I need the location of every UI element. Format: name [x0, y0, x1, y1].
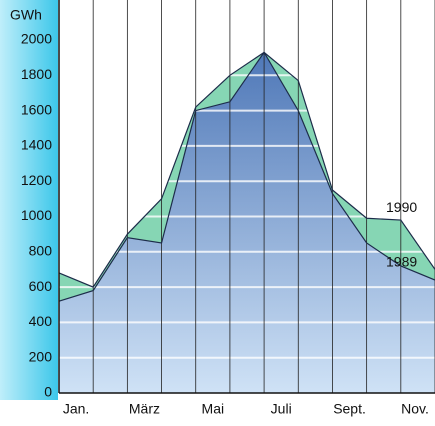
series-label: 1990: [386, 199, 417, 215]
y-tick-label: 1000: [21, 207, 52, 223]
x-tick-label: Jan.: [63, 401, 89, 417]
y-tick-label: 200: [29, 348, 53, 364]
axis-band: [0, 0, 58, 400]
y-tick-label: 1400: [21, 137, 52, 153]
x-tick-label: Nov.: [401, 401, 429, 417]
line: [58, 51, 435, 302]
y-tick-label: 0: [44, 384, 52, 400]
x-tick-label: Mai: [202, 401, 225, 417]
area: [59, 52, 435, 393]
y-tick-label: 2000: [21, 31, 52, 47]
y-tick-label: 1800: [21, 66, 52, 82]
y-tick-label: 800: [29, 243, 53, 259]
y-tick-label: 1600: [21, 101, 52, 117]
line: [58, 51, 435, 288]
x-tick-label: Sept.: [333, 401, 366, 417]
y-tick-label: 1200: [21, 172, 52, 188]
y-tick-label: 600: [29, 278, 53, 294]
y-axis-label: GWh: [10, 7, 42, 23]
series-label: 1989: [386, 254, 417, 270]
x-tick-label: März: [129, 401, 160, 417]
x-tick-label: Juli: [271, 401, 292, 417]
y-tick-label: 400: [29, 313, 53, 329]
